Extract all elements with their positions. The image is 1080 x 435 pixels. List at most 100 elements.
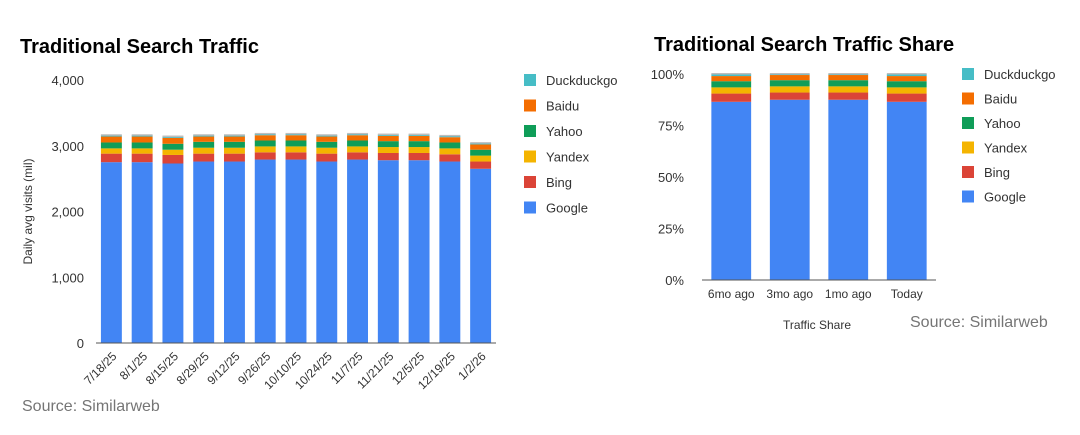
bar-segment-yandex (224, 147, 245, 154)
legend-swatch-bing (524, 176, 536, 188)
x-tick-label: 9/12/25 (204, 349, 242, 387)
bar-top-edge (285, 132, 307, 135)
bar-segment-bing (100, 153, 122, 163)
bar-segment-google (377, 160, 399, 343)
share-chart-panel: Traditional Search Traffic Share 0% 25% 50… (640, 0, 1080, 430)
bar-segment-yandex (711, 87, 752, 94)
bar-segment-duckduckgo (316, 135, 338, 137)
bar-segment-google (224, 161, 245, 343)
bar-segment-bing (439, 154, 461, 162)
bar-segment-baidu (828, 75, 869, 81)
bar-segment-yandex (100, 148, 122, 154)
bar-segment-bing (408, 152, 430, 161)
bar-segment-yahoo (886, 81, 927, 88)
bar-segment-google (711, 101, 752, 280)
bar-segment-yahoo (439, 142, 461, 149)
bar-segment-baidu (347, 135, 368, 141)
legend-swatch-google (524, 201, 536, 214)
bar-top-edge (439, 134, 461, 137)
x-tick-label: 6mo ago (708, 287, 755, 301)
bar-segment-duckduckgo (439, 135, 461, 138)
y-tick-label: 75% (658, 119, 684, 134)
bar-top-edge (316, 134, 338, 136)
bar-segment-yandex (131, 148, 153, 154)
bar-segment-google (408, 160, 430, 343)
bar-segment-yahoo (100, 142, 122, 149)
legend-swatch-yandex (524, 150, 536, 163)
bar-segment-yahoo (828, 80, 869, 87)
bar-segment-yahoo (224, 141, 245, 148)
bar-top-edge (828, 73, 869, 75)
y-axis-label: Daily avg visits (mil) (21, 158, 35, 264)
legend-label-yahoo: Yahoo (546, 124, 583, 139)
legend-label-baidu: Baidu (984, 92, 1017, 107)
legend-label-yandex: Yandex (984, 141, 1028, 156)
legend-label-google: Google (546, 201, 588, 216)
y-tick-label: 25% (658, 222, 684, 237)
bar-segment-google (828, 99, 869, 280)
bar-segment-baidu (100, 136, 122, 143)
bar-segment-yandex (193, 147, 215, 154)
bar-segment-baidu (131, 136, 153, 143)
legend-label-bing: Bing (984, 165, 1010, 180)
bar-segment-yandex (347, 146, 368, 153)
y-tick-label: 1,000 (51, 270, 84, 285)
x-tick-label: 7/18/25 (81, 349, 119, 387)
y-tick-label: 3,000 (51, 139, 84, 154)
bar-top-edge (769, 73, 810, 75)
legend-swatch-duckduckgo (962, 68, 974, 80)
bar-segment-duckduckgo (886, 74, 927, 77)
bar-segment-duckduckgo (347, 133, 368, 136)
y-tick-label: 0 (77, 336, 84, 351)
traffic-chart-panel: Traditional Search Traffic 0 1,000 2,000 3,… (20, 36, 618, 415)
bar-segment-baidu (193, 136, 215, 142)
bar-segment-duckduckgo (285, 133, 307, 136)
bar-segment-baidu (886, 76, 927, 82)
bar-segment-google (254, 159, 276, 343)
bar-segment-baidu (377, 135, 399, 142)
legend-swatch-yahoo (962, 117, 974, 129)
x-tick-label: Today (891, 287, 923, 301)
bar-segment-baidu (316, 136, 338, 142)
bar-top-edge (162, 135, 184, 138)
bar-top-edge (254, 132, 276, 135)
bar-segment-yandex (408, 147, 430, 153)
bar-segment-duckduckgo (254, 133, 276, 136)
bar-segment-baidu (254, 135, 276, 141)
bar-segment-google (285, 159, 307, 343)
bar-segment-baidu (470, 144, 492, 150)
bar-segment-duckduckgo (100, 135, 122, 137)
legend-swatch-yandex (962, 141, 974, 154)
legend-swatch-google (962, 190, 974, 203)
bar-segment-bing (285, 152, 307, 160)
bar-segment-google (769, 99, 810, 280)
bar-segment-google (347, 159, 368, 343)
legend-swatch-baidu (524, 99, 536, 112)
bar-segment-yandex (316, 147, 338, 154)
x-tick-label: 8/15/25 (143, 349, 181, 387)
bar-segment-google (100, 162, 122, 343)
bar-segment-bing (224, 153, 245, 162)
bar-segment-yandex (377, 147, 399, 153)
x-tick-label: 8/29/25 (174, 349, 212, 387)
legend-swatch-bing (962, 166, 974, 178)
bar-top-edge (886, 73, 927, 75)
bar-segment-duckduckgo (408, 134, 430, 136)
bar-segment-yahoo (131, 142, 153, 149)
bar-top-edge (711, 73, 752, 75)
bar-segment-bing (769, 92, 810, 100)
y-tick-label: 0% (665, 273, 684, 288)
bar-segment-bing (470, 161, 492, 169)
traffic-chart-svg: 0 1,000 2,000 3,000 4,000 Daily avg visits (m… (21, 73, 618, 392)
legend-label-yandex: Yandex (546, 150, 590, 165)
bar-segment-yandex (439, 148, 461, 155)
legend-label-duckduckgo: Duckduckgo (546, 73, 618, 88)
source-label: Source: Similarweb (22, 398, 160, 415)
bar-segment-google (193, 161, 215, 343)
chart-title: Traditional Search Traffic Share (654, 34, 955, 56)
bar-segment-bing (377, 152, 399, 161)
bar-segment-yahoo (377, 141, 399, 148)
bar-segment-yandex (254, 146, 276, 153)
bar-segment-google (470, 168, 492, 343)
y-tick-label: 100% (651, 67, 685, 82)
